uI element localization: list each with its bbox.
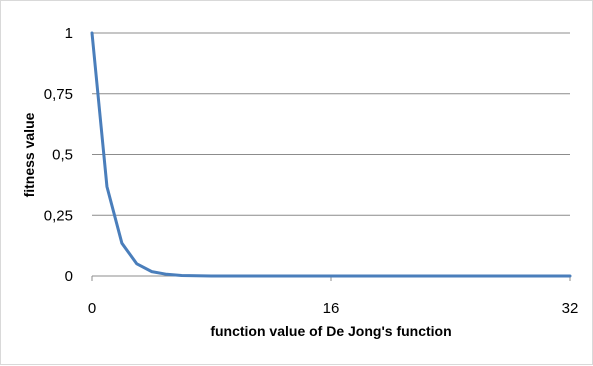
x-tick-label: 16 (323, 300, 340, 317)
y-tick-label: 1 (65, 25, 73, 42)
series-layer (90, 31, 572, 278)
y-tick-label: 0 (65, 268, 73, 285)
x-axis-title: function value of De Jong's function (210, 323, 451, 339)
y-tick-label: 0,75 (44, 86, 73, 103)
label-layer: 0 0,25 0,5 0,75 1 0 16 32 (44, 25, 579, 317)
grid-layer (92, 32, 570, 216)
x-tick-label: 32 (562, 300, 579, 317)
series-line (90, 31, 572, 278)
x-tick-label: 0 (88, 300, 96, 317)
y-tick-label: 0,5 (52, 147, 73, 164)
y-axis-title: fitness value (21, 112, 37, 197)
y-tick-label: 0,25 (44, 207, 73, 224)
